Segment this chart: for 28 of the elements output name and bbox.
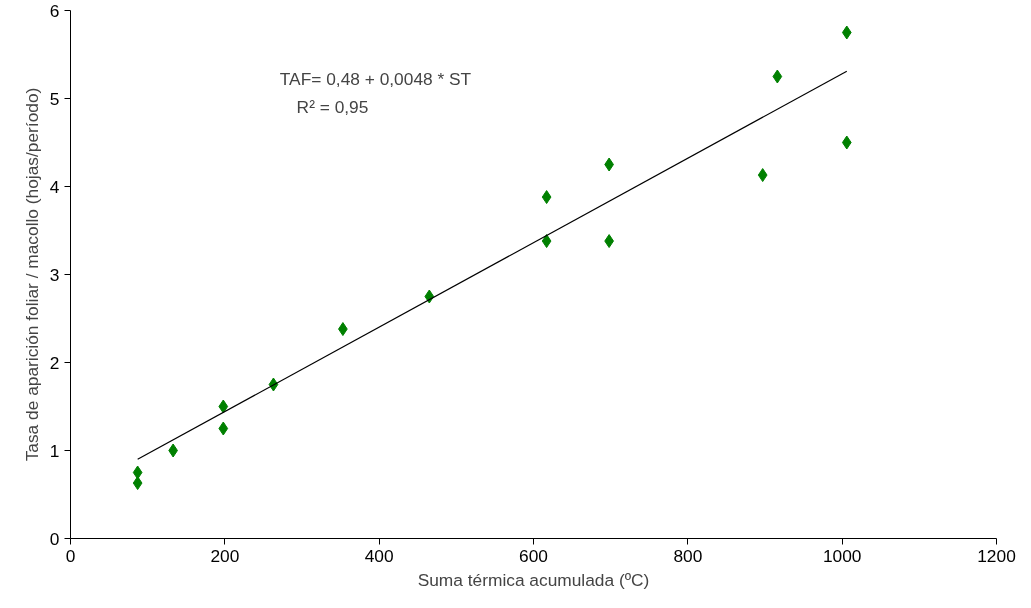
point (541, 234, 552, 249)
x-tick-label: 400 (364, 545, 394, 566)
point (218, 399, 229, 414)
x-axis-title: Suma térmica acumulada (ºC) (417, 569, 650, 590)
x-tick-label: 1000 (822, 545, 862, 566)
point (757, 168, 768, 183)
point (218, 421, 229, 436)
point (132, 465, 143, 480)
y-tick-label: 0 (49, 528, 60, 549)
y-tick-label: 4 (49, 176, 60, 197)
y-tick-label: 6 (49, 0, 60, 21)
y-tick-label: 5 (49, 88, 60, 109)
annotation: TAF= 0,48 + 0,0048 * ST (279, 68, 472, 89)
x-tick-label: 800 (673, 545, 703, 566)
y-tick-label: 3 (49, 264, 60, 285)
y-axis-title: Tasa de aparición foliar / macollo (hojas/período) (21, 87, 42, 462)
x-tick-label: 1200 (977, 545, 1016, 566)
x-tick-label: 200 (210, 545, 240, 566)
annotation: R² = 0,95 (296, 96, 369, 117)
x-tick-label: 600 (519, 545, 548, 566)
point (132, 476, 143, 491)
point (541, 190, 552, 205)
point (841, 25, 852, 40)
point (772, 69, 783, 84)
point (841, 135, 852, 150)
y-tick-label: 1 (49, 440, 60, 461)
y-tick-label: 2 (49, 352, 60, 373)
x-tick-label: 0 (65, 545, 76, 566)
